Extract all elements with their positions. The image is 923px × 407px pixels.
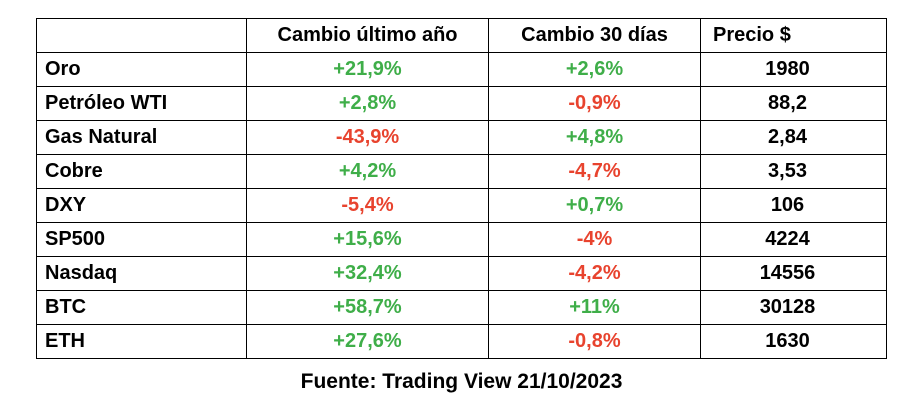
header-row: Cambio último año Cambio 30 días Precio $ (36, 18, 887, 53)
price: 1980 (700, 52, 887, 87)
price: 1630 (700, 324, 887, 359)
name: Petróleo WTI (36, 86, 247, 121)
table-row: ETH +27,6% -0,8% 1630 (36, 324, 887, 359)
table-row: Gas Natural -43,9% +4,8% 2,84 (36, 120, 887, 155)
table-row: DXY -5,4% +0,7% 106 (36, 188, 887, 223)
name: SP500 (36, 222, 247, 257)
table-row: Oro +21,9% +2,6% 1980 (36, 52, 887, 87)
change: -0,9% (488, 86, 701, 121)
change: +11% (488, 290, 701, 325)
price: 3,53 (700, 154, 887, 189)
change: +58,7% (246, 290, 489, 325)
name: DXY (36, 188, 247, 223)
change: +15,6% (246, 222, 489, 257)
table-row: BTC +58,7% +11% 30128 (36, 290, 887, 325)
name: ETH (36, 324, 247, 359)
change: -5,4% (246, 188, 489, 223)
change: +4,8% (488, 120, 701, 155)
change: +4,2% (246, 154, 489, 189)
name: BTC (36, 290, 247, 325)
price: 2,84 (700, 120, 887, 155)
name: Gas Natural (36, 120, 247, 155)
price: 14556 (700, 256, 887, 291)
header-cell: Precio $ (700, 18, 887, 53)
source-note: Fuente: Trading View 21/10/2023 (300, 370, 623, 393)
change: -4,7% (488, 154, 701, 189)
name: Nasdaq (36, 256, 247, 291)
name: Oro (36, 52, 247, 87)
table-row: Petróleo WTI +2,8% -0,9% 88,2 (36, 86, 887, 121)
change: +27,6% (246, 324, 489, 359)
empty-cell (36, 18, 247, 53)
change: +32,4% (246, 256, 489, 291)
change: -43,9% (246, 120, 489, 155)
change: +0,7% (488, 188, 701, 223)
change: -4,2% (488, 256, 701, 291)
change: -0,8% (488, 324, 701, 359)
header-cell: Cambio 30 días (488, 18, 701, 53)
table-row: SP500 +15,6% -4% 4224 (36, 222, 887, 257)
change: +2,8% (246, 86, 489, 121)
table-row: Cobre +4,2% -4,7% 3,53 (36, 154, 887, 189)
price-table: Cambio último año Cambio 30 días Precio $ O… (36, 18, 887, 359)
price: 88,2 (700, 86, 887, 121)
header-cell: Cambio último año (246, 18, 489, 53)
price: 4224 (700, 222, 887, 257)
change: +21,9% (246, 52, 489, 87)
table-row: Nasdaq +32,4% -4,2% 14556 (36, 256, 887, 291)
price: 30128 (700, 290, 887, 325)
name: Cobre (36, 154, 247, 189)
change: -4% (488, 222, 701, 257)
change: +2,6% (488, 52, 701, 87)
price: 106 (700, 188, 887, 223)
